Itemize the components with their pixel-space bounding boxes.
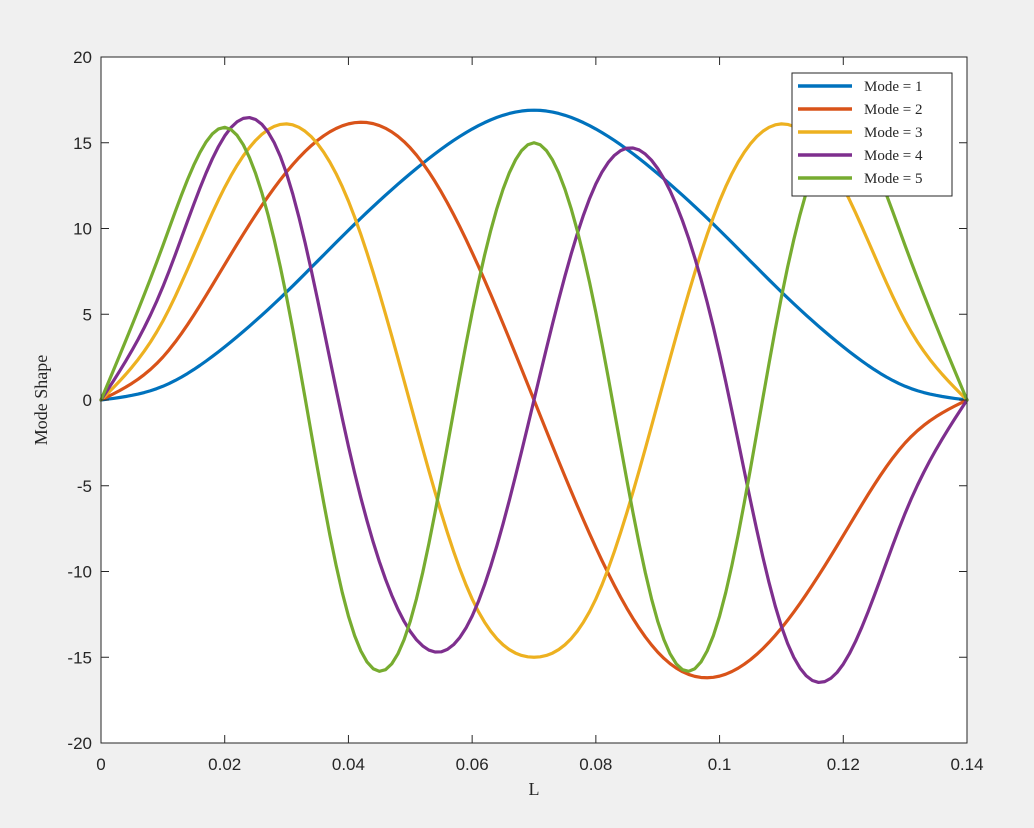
x-tick-label: 0 <box>96 755 105 774</box>
legend-label-mode-3: Mode = 3 <box>864 125 922 141</box>
x-tick-label: 0.14 <box>950 755 983 774</box>
y-axis-label: Mode Shape <box>31 355 51 445</box>
y-tick-label: -5 <box>77 477 92 496</box>
x-tick-label: 0.1 <box>708 755 732 774</box>
axes <box>100 56 968 744</box>
series-line-mode-1 <box>99 108 969 402</box>
y-tick-label: -10 <box>67 563 92 582</box>
legend: Mode = 1 Mode = 2 Mode = 3 Mode = 4 Mode = 5 <box>791 72 953 197</box>
y-tick-label: 5 <box>83 305 92 324</box>
x-tick-label: 0.12 <box>827 755 860 774</box>
x-tick-label: 0.06 <box>456 755 489 774</box>
legend-label-mode-5: Mode = 5 <box>864 171 922 187</box>
series-line-mode-4 <box>99 115 969 685</box>
y-tick-label: 0 <box>83 391 92 410</box>
tick-labels: 0 0.02 0.04 0.06 0.08 0.1 0.12 0.14 -20 -15 -10 -5 0… <box>67 48 983 774</box>
legend-box <box>791 72 953 197</box>
x-tick-label: 0.02 <box>208 755 241 774</box>
y-tick-label: -15 <box>67 648 92 667</box>
y-tick-label: 10 <box>73 220 92 239</box>
y-tick-label: 15 <box>73 134 92 153</box>
x-tick-label: 0.04 <box>332 755 365 774</box>
y-tick-label: -20 <box>67 734 92 753</box>
x-axis-label: L <box>529 779 540 799</box>
legend-label-mode-2: Mode = 2 <box>864 102 922 118</box>
y-tick-label: 20 <box>73 48 92 67</box>
x-tick-label: 0.08 <box>579 755 612 774</box>
legend-label-mode-4: Mode = 4 <box>864 148 923 164</box>
legend-label-mode-1: Mode = 1 <box>864 79 922 95</box>
